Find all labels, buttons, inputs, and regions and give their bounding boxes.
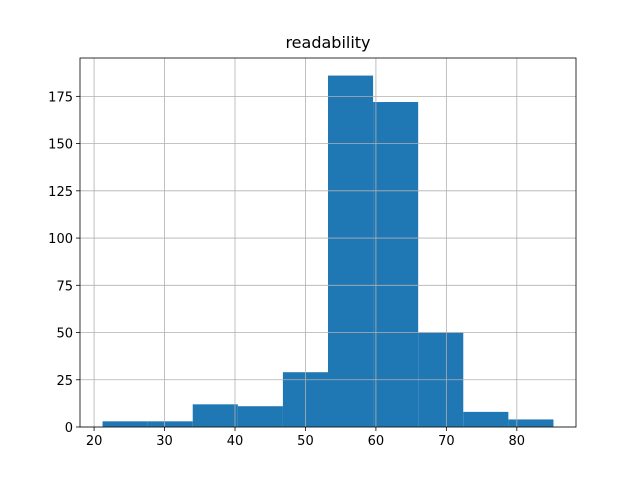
y-tick-label: 75 xyxy=(56,279,73,294)
y-tick-label: 25 xyxy=(56,374,73,389)
x-tick-label: 40 xyxy=(227,434,244,449)
x-tick-label: 20 xyxy=(86,434,103,449)
bar xyxy=(328,75,374,428)
bar xyxy=(102,421,148,427)
chart-title: readability xyxy=(285,33,370,52)
x-tick-label: 30 xyxy=(156,434,173,449)
bar xyxy=(192,404,238,427)
axes: 20 30 40 50 60 70 80 0 25 50 75 100 125 150 175 xyxy=(48,57,577,449)
bar xyxy=(508,419,554,427)
plot-frame xyxy=(79,57,577,428)
y-tick-label: 175 xyxy=(48,90,73,105)
x-tick-label: 80 xyxy=(509,434,526,449)
bar xyxy=(147,421,193,427)
y-tick-label: 150 xyxy=(48,138,73,153)
bar xyxy=(237,406,283,427)
x-tick-label: 70 xyxy=(438,434,455,449)
x-tick-label: 60 xyxy=(368,434,385,449)
y-tick-label: 0 xyxy=(65,421,73,436)
x-tick-label: 50 xyxy=(297,434,314,449)
y-tick-label: 125 xyxy=(48,185,73,200)
y-tick-label: 100 xyxy=(48,232,73,247)
y-tick-label: 50 xyxy=(56,327,73,342)
bar xyxy=(463,411,509,427)
bar xyxy=(373,102,419,427)
